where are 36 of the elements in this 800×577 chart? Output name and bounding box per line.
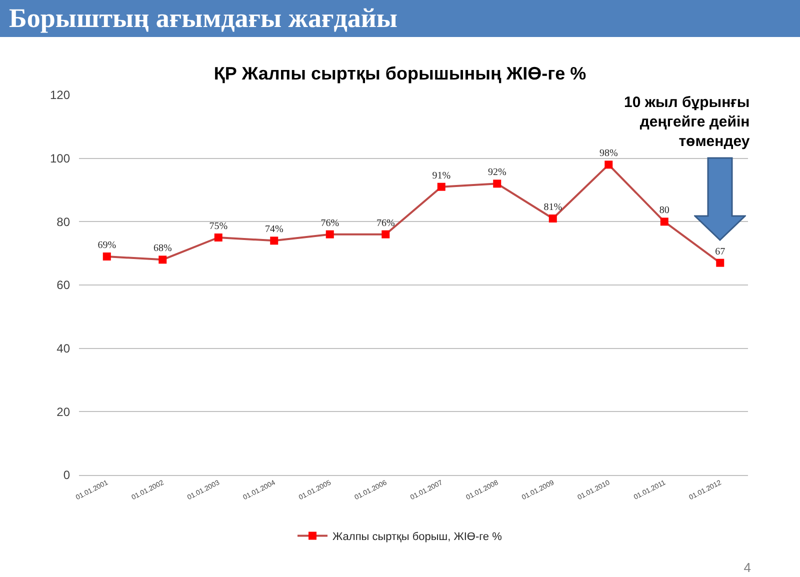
point [493,180,502,188]
point [716,258,724,267]
point [437,182,446,191]
point [604,160,613,169]
data-label: 92% [488,167,506,178]
data-label: 91% [432,170,451,182]
legend-label: Жалпы сыртқы борыш, ЖІӨ-ге % [332,531,502,544]
text: 4 [744,560,751,575]
data-label: 80 [659,205,670,216]
chart-subtitle: ҚР Жалпы сыртқы борышының ЖІӨ-ге % [214,63,586,84]
point [102,252,111,260]
y-tick-label: 60 [56,278,70,292]
data-label: 76% [376,218,395,229]
point [158,256,167,264]
chart-title: Борыштың ағымдағы жағдайы [9,3,398,34]
data-label: 67 [715,246,726,258]
point [270,236,278,245]
data-label: 68% [153,243,172,254]
data-label: 81% [544,202,562,213]
y-tick-label: 80 [56,214,70,229]
y-tick-label: 20 [56,404,70,419]
annotation: 10 жыл бұрынғы деңгейге дейін төмендеу [624,94,750,150]
point [382,230,390,238]
y-tick-label: 100 [50,152,70,166]
data-label: 98% [599,148,618,160]
y-tick-label: 120 [50,88,70,102]
point [326,230,334,238]
y-tick-label: 0 [63,468,70,482]
point [660,218,668,226]
data-label: 69% [98,240,116,251]
point [548,214,557,222]
data-label: 75% [209,221,228,232]
data-label: 76% [320,218,340,229]
point [214,234,222,242]
data-label: 74% [264,224,284,236]
y-tick-label: 40 [56,342,70,356]
